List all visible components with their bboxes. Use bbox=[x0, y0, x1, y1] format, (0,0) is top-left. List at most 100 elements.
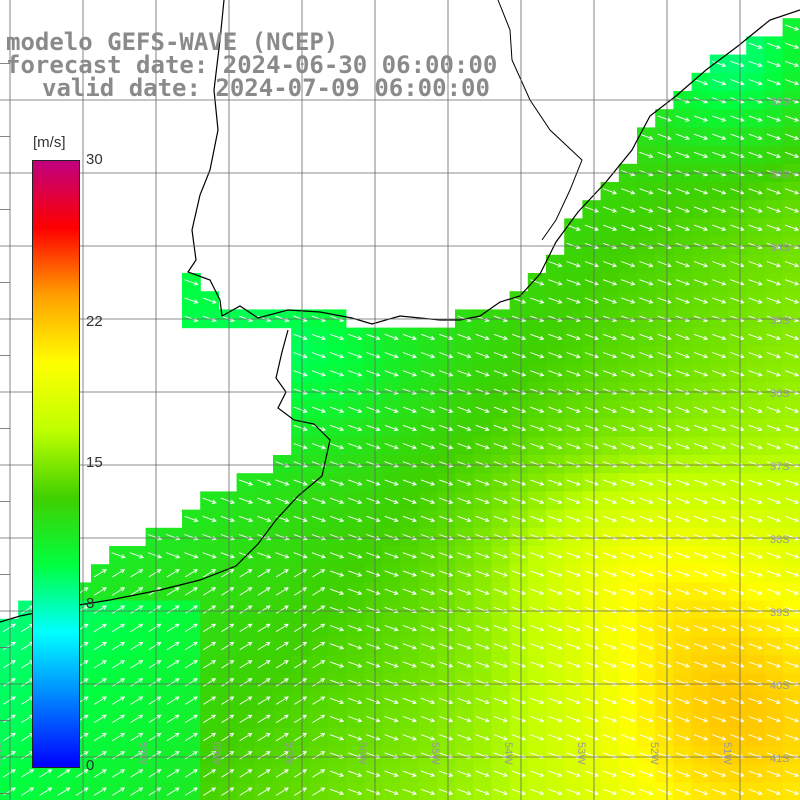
wind-arrow bbox=[784, 206, 800, 213]
wind-arrow bbox=[493, 625, 508, 632]
wind-arrow bbox=[148, 641, 162, 651]
wind-arrow bbox=[548, 625, 563, 632]
wind-arrow bbox=[420, 443, 436, 450]
wind-arrow bbox=[766, 497, 781, 504]
wind-arrow bbox=[166, 787, 180, 796]
wind-arrow bbox=[675, 515, 690, 523]
wind-arrow bbox=[402, 588, 417, 595]
wind-arrow bbox=[730, 734, 745, 741]
wind-arrow bbox=[439, 352, 454, 359]
wind-arrow bbox=[639, 279, 654, 286]
wind-arrow bbox=[329, 333, 345, 341]
wind-arrow bbox=[657, 661, 672, 668]
wind-arrow bbox=[639, 151, 654, 159]
wind-arrow bbox=[566, 479, 581, 486]
wind-arrow bbox=[348, 370, 363, 377]
wind-arrow bbox=[221, 696, 235, 705]
wind-arrow bbox=[675, 279, 690, 286]
wind-arrow bbox=[657, 534, 672, 541]
wind-arrow bbox=[784, 788, 800, 796]
wind-arrow bbox=[712, 370, 727, 377]
wind-arrow bbox=[548, 697, 563, 705]
wind-arrow bbox=[712, 770, 727, 777]
wind-arrow bbox=[293, 461, 308, 468]
wind-arrow bbox=[457, 625, 472, 632]
wind-arrow bbox=[566, 279, 581, 286]
wind-speed-cell bbox=[655, 782, 674, 800]
wind-arrow bbox=[584, 461, 599, 468]
wind-arrow bbox=[657, 770, 672, 777]
wind-arrow bbox=[530, 443, 545, 450]
wind-arrow bbox=[420, 697, 436, 705]
wind-arrow bbox=[693, 297, 709, 304]
wind-arrow bbox=[202, 497, 217, 504]
wind-arrow bbox=[293, 352, 308, 359]
wind-arrow bbox=[420, 625, 436, 632]
wind-arrow bbox=[493, 697, 508, 705]
wind-arrow bbox=[475, 534, 490, 541]
wind-arrow bbox=[2, 660, 16, 669]
wind-arrow bbox=[530, 734, 545, 741]
wind-arrow bbox=[693, 770, 709, 777]
wind-arrow bbox=[584, 206, 599, 213]
wind-arrow bbox=[493, 588, 508, 595]
wind-arrow bbox=[312, 732, 326, 742]
wind-arrow bbox=[621, 716, 636, 723]
wind-arrow bbox=[493, 534, 508, 541]
wind-arrow bbox=[112, 569, 126, 578]
wind-arrow bbox=[602, 515, 618, 523]
wind-arrow bbox=[530, 497, 545, 504]
wind-arrow bbox=[784, 625, 800, 632]
wind-arrow bbox=[221, 569, 235, 578]
wind-arrow bbox=[675, 588, 690, 595]
wind-arrow bbox=[184, 297, 199, 304]
wind-arrow bbox=[294, 714, 308, 723]
wind-speed-cell bbox=[382, 782, 401, 800]
wind-arrow bbox=[766, 734, 781, 741]
wind-arrow bbox=[566, 697, 581, 705]
wind-arrow bbox=[730, 716, 745, 723]
wind-arrow bbox=[420, 570, 436, 577]
wind-arrow bbox=[221, 769, 235, 778]
wind-arrow bbox=[202, 552, 217, 559]
wind-arrow bbox=[493, 406, 508, 413]
wind-arrow bbox=[311, 479, 326, 486]
wind-arrow bbox=[712, 406, 727, 413]
wind-arrow bbox=[657, 515, 672, 523]
wind-arrow bbox=[366, 333, 381, 341]
wind-arrow bbox=[730, 443, 745, 450]
wind-arrow bbox=[784, 297, 800, 304]
wind-arrow bbox=[275, 587, 289, 596]
wind-arrow bbox=[657, 461, 672, 468]
wind-arrow bbox=[493, 443, 508, 450]
wind-arrow bbox=[2, 732, 16, 742]
wind-arrow bbox=[639, 770, 654, 777]
wind-arrow bbox=[312, 714, 326, 723]
wind-arrow bbox=[730, 661, 745, 668]
wind-arrow bbox=[548, 261, 563, 268]
wind-arrow bbox=[439, 461, 454, 468]
wind-arrow bbox=[112, 660, 126, 669]
wind-arrow bbox=[257, 714, 271, 723]
wind-arrow bbox=[511, 497, 527, 504]
wind-arrow bbox=[675, 188, 690, 195]
wind-arrow bbox=[675, 643, 690, 650]
wind-arrow bbox=[784, 534, 800, 541]
wind-arrow bbox=[475, 552, 490, 559]
wind-arrow bbox=[239, 678, 253, 687]
wind-arrow bbox=[475, 406, 490, 413]
wind-arrow bbox=[184, 732, 198, 742]
wind-arrow bbox=[366, 370, 381, 377]
wind-arrow bbox=[402, 443, 417, 450]
latitude-label: 36S bbox=[770, 388, 790, 400]
wind-arrow bbox=[439, 370, 454, 377]
wind-arrow bbox=[621, 352, 636, 359]
wind-arrow bbox=[311, 333, 326, 341]
wind-arrow bbox=[493, 716, 508, 723]
wind-arrow bbox=[566, 570, 581, 577]
wind-arrow bbox=[566, 625, 581, 632]
wind-arrow bbox=[93, 605, 107, 614]
longitude-label: 58W bbox=[210, 742, 222, 765]
